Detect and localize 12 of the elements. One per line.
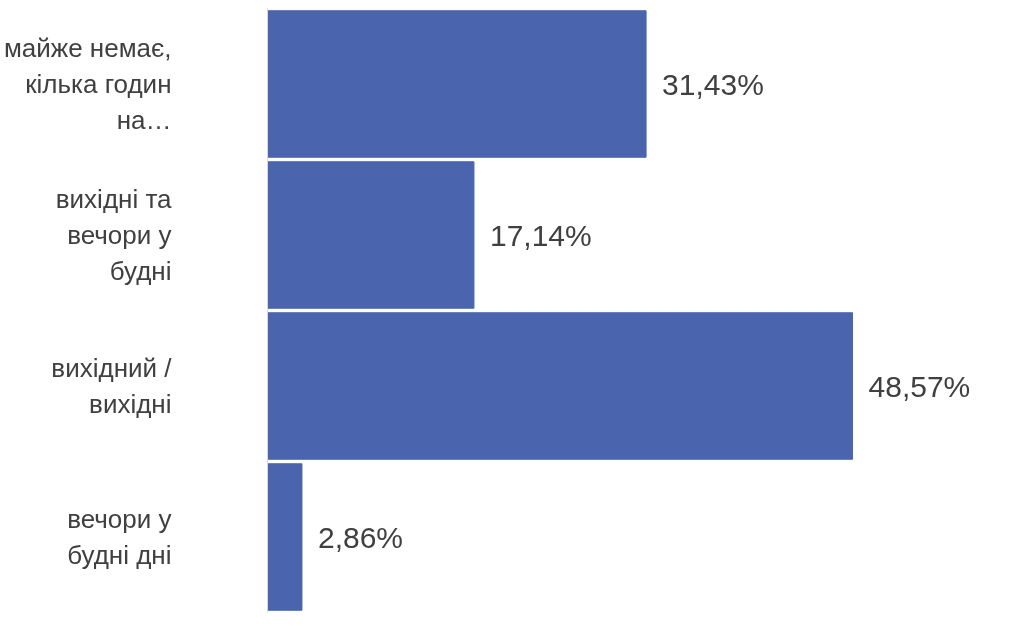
y-tick-label: вечори у будні дні	[67, 504, 172, 570]
bar	[267, 463, 303, 611]
bar	[267, 10, 647, 158]
data-label: 48,57%	[868, 369, 971, 403]
data-label: 2,86%	[317, 520, 404, 554]
data-label: 31,43%	[662, 67, 764, 101]
y-tick-label: вихідні та вечори у будні	[55, 184, 173, 286]
y-tick-label: вихідний / вихідні	[51, 353, 173, 419]
data-label: 17,14%	[489, 218, 592, 252]
bar	[267, 161, 475, 309]
y-tick-label: майже немає, кілька годин на…	[3, 33, 172, 135]
bar	[267, 312, 854, 460]
